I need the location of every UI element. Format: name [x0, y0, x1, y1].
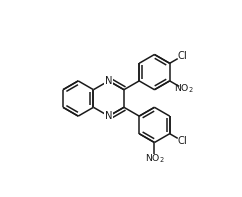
Text: Cl: Cl [177, 136, 187, 146]
Text: Cl: Cl [177, 51, 187, 61]
Text: NO$_2$: NO$_2$ [174, 83, 194, 95]
Text: NO$_2$: NO$_2$ [144, 153, 164, 165]
Text: N: N [105, 111, 113, 121]
Text: N: N [105, 76, 113, 86]
